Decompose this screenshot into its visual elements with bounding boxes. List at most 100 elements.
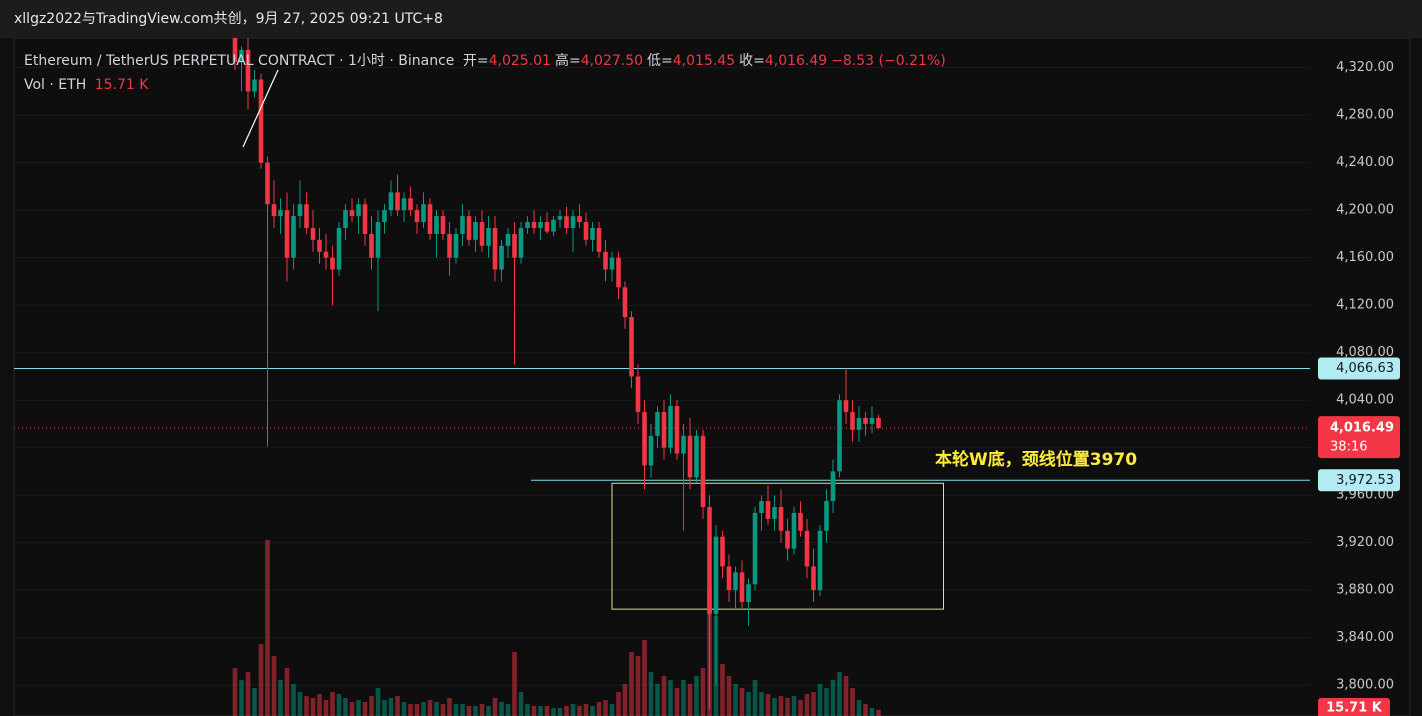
ohlc-value: 4,015.45 <box>672 53 736 69</box>
candle-body <box>265 162 270 205</box>
candle-body <box>824 501 829 531</box>
volume-bar <box>486 706 491 716</box>
y-tick-label: 4,040.00 <box>1336 393 1394 408</box>
volume-bar <box>525 704 530 716</box>
volume-bar <box>577 706 582 716</box>
annotation: 本轮W底，颈线位置3970 <box>935 449 1137 470</box>
volume-bar <box>824 688 829 716</box>
volume-bar <box>323 700 329 716</box>
volume-bar <box>369 696 374 716</box>
candle-body <box>310 227 316 240</box>
volume-bar <box>336 694 342 716</box>
volume-bar <box>720 664 725 716</box>
candle-body <box>830 471 836 502</box>
legend-row: Ethereum / TetherUS PERPETUAL CONTRACT ·… <box>24 49 950 73</box>
chart-pane <box>13 37 1411 716</box>
ohlc-value: 4,025.01 <box>488 53 551 69</box>
volume-bar <box>869 708 875 716</box>
volume-bar <box>817 684 823 716</box>
volume-bar <box>661 676 667 716</box>
volume-bar <box>642 640 647 716</box>
volume-bar <box>648 672 654 716</box>
candle-body <box>603 251 608 270</box>
candle-body <box>590 227 595 240</box>
candle-body <box>479 222 485 246</box>
candle-body <box>752 512 758 585</box>
volume-bar <box>564 706 569 716</box>
volume-bar <box>596 702 602 716</box>
volume-bar <box>681 680 686 716</box>
volume-bar <box>694 676 699 716</box>
legend: Ethereum / TetherUS PERPETUAL CONTRACT ·… <box>24 49 950 97</box>
volume-bar <box>811 692 816 716</box>
candle-body <box>700 435 706 508</box>
candle-body <box>551 219 556 232</box>
y-tick-label: 4,280.00 <box>1336 108 1394 123</box>
volume-bar <box>603 700 608 716</box>
volume-bar <box>408 704 413 716</box>
volume-bar <box>421 702 426 716</box>
volume-bar <box>544 706 550 716</box>
volume-bar <box>746 692 751 716</box>
candle-body <box>414 210 420 223</box>
volume-bar <box>330 692 335 716</box>
volume-bar <box>317 694 322 716</box>
candle-body <box>525 222 530 228</box>
candle-body <box>733 572 738 591</box>
volume-bar <box>570 704 576 716</box>
y-tick-label: 3,960.00 <box>1336 488 1394 503</box>
volume-bar <box>726 676 732 716</box>
candle-body <box>245 49 251 92</box>
volume-bar <box>843 676 849 716</box>
volume-bar <box>440 704 446 716</box>
price-tag-label: 3,972.53 <box>1336 473 1394 488</box>
y-tick-label: 3,880.00 <box>1336 583 1394 598</box>
volume-bar <box>343 698 348 716</box>
candle-body <box>271 204 277 217</box>
volume-bar <box>733 684 738 716</box>
volume-bar <box>863 704 868 716</box>
candle-body <box>765 501 771 519</box>
candle-body <box>720 536 725 567</box>
candle-body <box>538 222 543 228</box>
volume-bar <box>414 704 420 716</box>
volume-bar <box>622 684 628 716</box>
volume-bar <box>655 684 660 716</box>
candle-body <box>408 198 413 211</box>
candle-body <box>375 222 381 258</box>
volume-bar <box>531 706 537 716</box>
y-tick-label: 4,160.00 <box>1336 250 1394 265</box>
y-tick-label: 3,800.00 <box>1336 678 1394 693</box>
y-tick-label: 3,920.00 <box>1336 535 1394 550</box>
ohlc-label: 开= <box>462 53 489 69</box>
volume-bar <box>856 700 862 716</box>
volume-bar <box>271 656 277 716</box>
candle-body <box>395 192 400 211</box>
candle-body <box>609 257 615 270</box>
volume-bar <box>382 700 387 716</box>
volume-bar <box>304 696 309 716</box>
volume-bar <box>752 680 758 716</box>
candle-body <box>291 216 296 258</box>
volume-bar <box>668 680 673 716</box>
candle-body <box>843 400 849 413</box>
candle-body <box>336 227 342 270</box>
candle-body <box>388 192 394 211</box>
candle-body <box>564 216 569 228</box>
volume-bar <box>785 698 790 716</box>
volume-bar <box>700 668 706 716</box>
volume-label: Vol · ETH <box>24 77 87 93</box>
candle-body <box>518 227 524 258</box>
candle-body <box>863 417 868 424</box>
volume-bar <box>291 684 296 716</box>
candle-body <box>726 566 732 591</box>
ohlc-label: 低= <box>647 53 673 69</box>
candle-body <box>876 417 881 429</box>
candle-body <box>791 512 797 549</box>
y-tick-label: 4,320.00 <box>1336 60 1394 75</box>
volume-bar <box>629 652 634 716</box>
volume-bar <box>557 708 563 716</box>
candle-body <box>239 49 244 62</box>
candle-body <box>492 227 498 270</box>
volume-bar <box>388 698 394 716</box>
